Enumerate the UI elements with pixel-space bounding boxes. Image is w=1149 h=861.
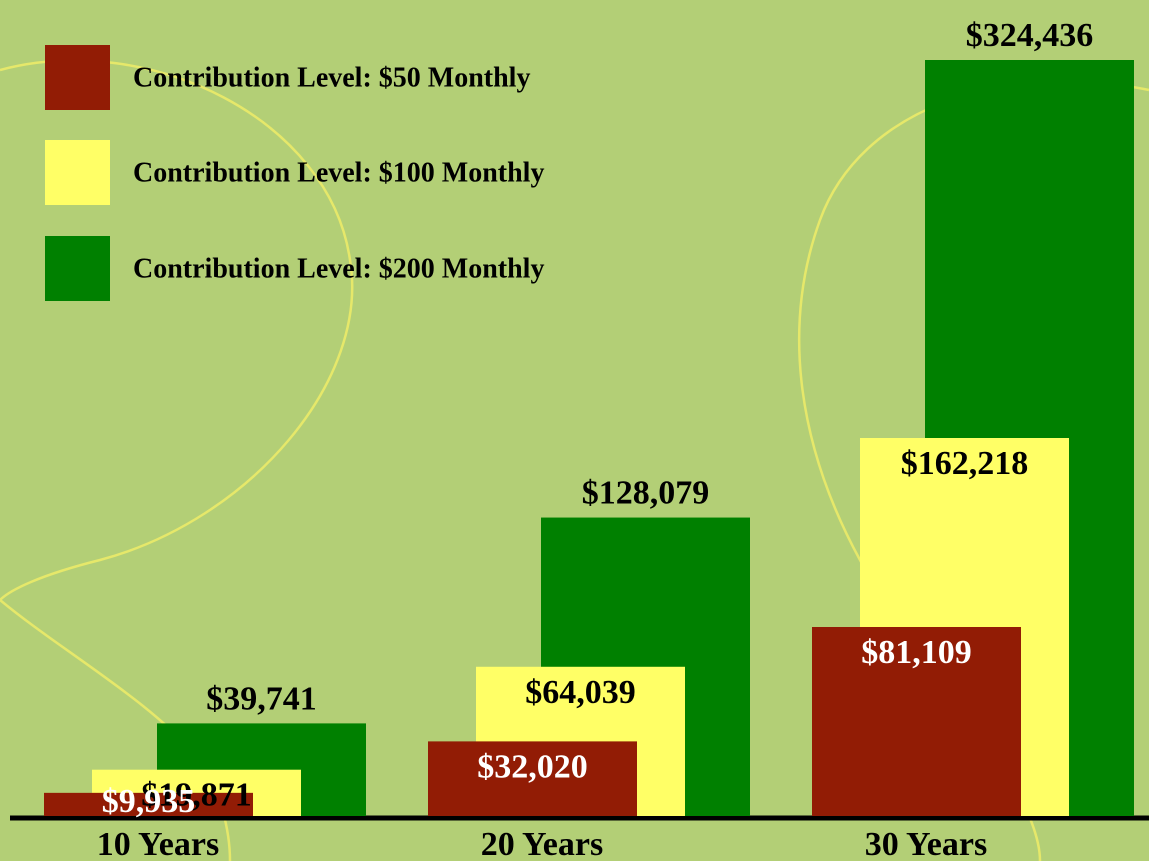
- data-label: $324,436: [966, 17, 1094, 54]
- x-tick-label: 30 Years: [865, 826, 987, 861]
- legend-label: Contribution Level: $100 Monthly: [133, 157, 544, 188]
- legend-swatch: [45, 140, 110, 205]
- data-label: $39,741: [206, 680, 317, 717]
- data-label: $9,935: [102, 783, 196, 820]
- legend-swatch: [45, 45, 110, 110]
- legend-swatch: [45, 236, 110, 301]
- bar: [428, 741, 637, 816]
- x-tick-label: 10 Years: [97, 826, 219, 861]
- data-label: $32,020: [477, 748, 588, 785]
- x-tick-label: 20 Years: [481, 826, 603, 861]
- data-label: $64,039: [525, 674, 636, 711]
- data-label: $19,871: [141, 777, 252, 814]
- legend-label: Contribution Level: $50 Monthly: [133, 62, 530, 93]
- bar: [812, 627, 1021, 816]
- legend-label: Contribution Level: $200 Monthly: [133, 253, 544, 284]
- bar: [44, 792, 253, 816]
- data-label: $128,079: [582, 475, 710, 512]
- data-label: $162,218: [901, 445, 1029, 482]
- data-label: $81,109: [861, 634, 972, 671]
